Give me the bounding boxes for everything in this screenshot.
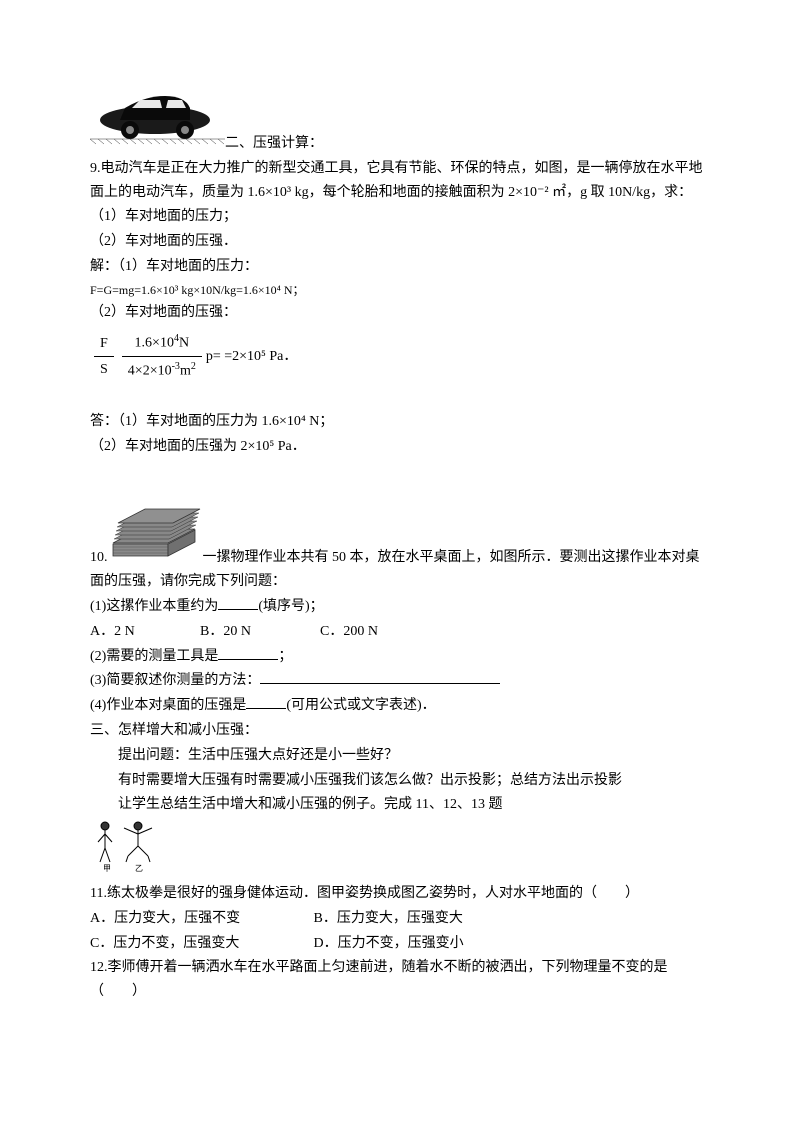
formula-result: p= =2×10⁵ Pa． <box>206 349 298 364</box>
q9-part2: （2）车对地面的压强． <box>90 230 704 254</box>
q10-sub4-text: (4)作业本对桌面的压强是 <box>90 698 246 713</box>
solution-label: 解：（1）车对地面的压力： <box>90 255 704 279</box>
q9-part1: （1）车对地面的压力； <box>90 205 704 229</box>
q10-sub1-suffix: (填序号)； <box>258 599 323 614</box>
solution-part2-label: （2）车对地面的压强： <box>90 301 704 325</box>
section-3-title: 三、怎样增大和减小压强： <box>90 719 704 743</box>
q10-sub4: (4)作业本对桌面的压强是 (可用公式或文字表述)． <box>90 694 704 718</box>
pressure-formula: F S 1.6×104N 4×2×10-3m2 p= =2×10⁵ Pa． <box>90 329 704 385</box>
q10-blank3[interactable] <box>260 670 500 684</box>
value-den: 4×2×10-3m2 <box>122 357 202 384</box>
q11-opt-d[interactable]: D．压力不变，压强变小 <box>314 932 464 956</box>
q11-opt-c[interactable]: C．压力不变，压强变大 <box>90 932 310 956</box>
q11-opt-a[interactable]: A．压力变大，压强不变 <box>90 907 310 931</box>
q11-options-row1: A．压力变大，压强不变 B．压力变大，压强变大 <box>90 907 704 931</box>
q11-opt-b[interactable]: B．压力变大，压强变大 <box>314 907 463 931</box>
q9-intro: 9.电动汽车是正在大力推广的新型交通工具，它具有节能、环保的特点，如图，是一辆停… <box>90 157 704 205</box>
q10-prefix: 10. <box>90 550 108 565</box>
q10-blank1[interactable] <box>218 596 258 610</box>
car-figure-icon <box>90 90 225 154</box>
q10-opt-a[interactable]: A．2 N <box>90 620 200 644</box>
fs-num: F <box>94 331 114 358</box>
q10-opt-b[interactable]: B．20 N <box>200 620 320 644</box>
section3-line1: 提出问题：生活中压强大点好还是小一些好？ <box>90 744 704 768</box>
q10-sub2: (2)需要的测量工具是 ； <box>90 645 704 669</box>
q10-sub2-suffix: ； <box>278 649 292 664</box>
svg-text:甲: 甲 <box>103 864 111 873</box>
q11-intro: 11.练太极拳是很好的强身健体运动．图甲姿势换成图乙姿势时，人对水平地面的（ ） <box>90 886 639 901</box>
books-figure-icon <box>108 499 203 568</box>
q10-sub3: (3)简要叙述你测量的方法： <box>90 669 704 693</box>
q10-sub1-text: (1)这摞作业本重约为 <box>90 599 218 614</box>
q10-options: A．2 N B．20 N C．200 N <box>90 620 704 644</box>
q10-sub1: (1)这摞作业本重约为 (填序号)； <box>90 595 704 619</box>
value-fraction: 1.6×104N 4×2×10-3m2 <box>122 329 202 385</box>
answer-part2: （2）车对地面的压强为 2×10⁵ Pa． <box>90 435 704 459</box>
q10-sub4-suffix: (可用公式或文字表述)． <box>286 698 435 713</box>
svg-text:乙: 乙 <box>135 864 143 873</box>
section3-line3: 让学生总结生活中增大和减小压强的例子。完成 11、12、13 题 <box>90 793 704 817</box>
q10-sub2-text: (2)需要的测量工具是 <box>90 649 218 664</box>
taichi-figure-icon: 甲 乙 <box>90 818 160 882</box>
answer-label: 答：（1）车对地面的压力为 1.6×10⁴ N； <box>90 410 704 434</box>
q10-opt-c[interactable]: C．200 N <box>320 620 378 644</box>
solution-line1: F=G=mg=1.6×10³ kg×10N/kg=1.6×10⁴ N； <box>90 280 704 300</box>
q10-blank4[interactable] <box>246 695 286 709</box>
fs-den: S <box>94 357 114 383</box>
q10-sub3-text: (3)简要叙述你测量的方法： <box>90 673 260 688</box>
value-num: 1.6×104N <box>122 329 202 357</box>
section3-line2: 有时需要增大压强有时需要减小压强我们该怎么做？出示投影；总结方法出示投影 <box>90 769 704 793</box>
q12-intro: 12.李师傅开着一辆洒水车在水平路面上匀速前进，随着水不断的被洒出，下列物理量不… <box>90 956 704 1004</box>
q11-options-row2: C．压力不变，压强变大 D．压力不变，压强变小 <box>90 932 704 956</box>
q10-blank2[interactable] <box>218 646 278 660</box>
fs-fraction: F S <box>94 331 114 384</box>
section-2-title: 二、压强计算： <box>225 136 323 151</box>
